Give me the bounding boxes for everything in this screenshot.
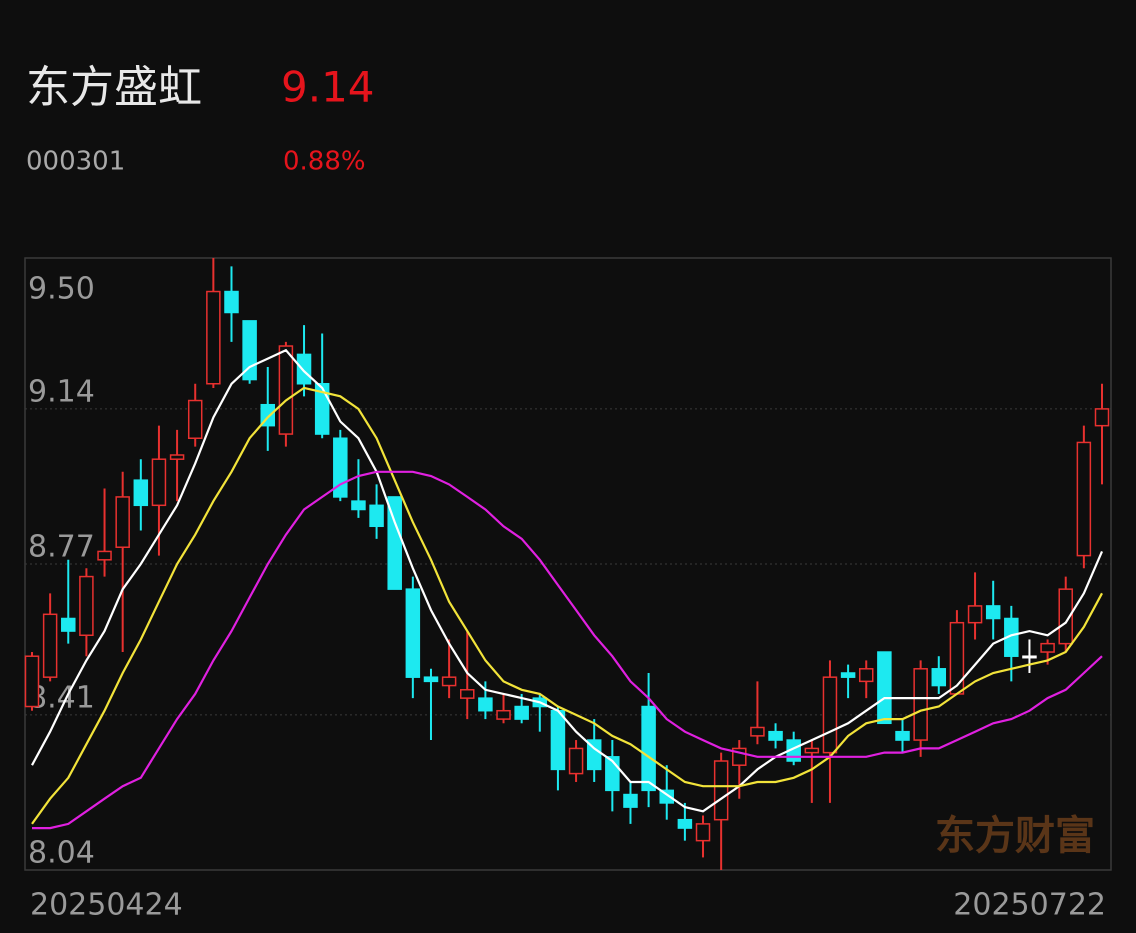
candle-body <box>858 668 874 683</box>
y-tick-label: 8.77 <box>28 530 95 565</box>
moving-average-line <box>31 348 1104 813</box>
candle-body <box>1076 441 1092 557</box>
candle-body <box>641 705 656 792</box>
stock-price: 9.14 <box>281 63 375 112</box>
candle-body <box>1022 655 1037 659</box>
candle-body <box>79 575 94 637</box>
candle-body <box>405 588 421 678</box>
candle-body <box>1040 642 1055 653</box>
candle-body <box>423 676 439 683</box>
candle-body <box>496 709 511 720</box>
y-tick-label: 9.50 <box>28 272 95 307</box>
candle-body <box>314 383 330 435</box>
candle-body <box>550 709 566 771</box>
y-tick-label: 8.04 <box>28 836 95 871</box>
candle-body <box>985 605 1001 620</box>
moving-average-line <box>32 470 1103 830</box>
candle-body <box>913 668 928 741</box>
stock-code: 000301 <box>26 147 125 177</box>
candle-body <box>586 739 602 771</box>
candle-body <box>97 550 112 561</box>
candle-body <box>478 697 493 712</box>
candle-body <box>169 454 185 460</box>
candle-body <box>206 290 221 385</box>
moving-average-line <box>31 386 1103 825</box>
candle-body <box>42 613 58 678</box>
candle-body <box>61 617 76 632</box>
x-tick-label: 20250424 <box>30 888 183 923</box>
price-change: 0.88% <box>283 147 366 177</box>
candle-body <box>967 605 983 624</box>
candle-body <box>840 672 856 678</box>
candle-body <box>1094 408 1110 427</box>
candle-body <box>568 747 584 775</box>
candle-body <box>750 726 765 737</box>
candle-body <box>296 353 312 385</box>
candle-body <box>387 496 402 590</box>
candle-body <box>895 730 910 741</box>
watermark: 东方财富 <box>935 813 1095 859</box>
candle-body <box>369 504 384 528</box>
candle-body <box>151 458 167 507</box>
candle-body <box>677 818 693 829</box>
candle-body <box>514 705 529 720</box>
candle-body <box>278 345 294 435</box>
candle-body <box>351 500 366 511</box>
candle-body <box>623 793 638 808</box>
candle-body <box>768 730 783 741</box>
candle-body <box>822 676 838 754</box>
candle-body <box>713 760 729 821</box>
stock-name: 东方盛虹 <box>26 62 202 113</box>
candle-body <box>949 621 965 695</box>
candle-body <box>877 651 892 725</box>
y-tick-label: 9.14 <box>28 374 95 409</box>
x-tick-label: 20250722 <box>953 888 1106 923</box>
candle-body <box>133 479 149 507</box>
candle-body <box>1058 588 1073 645</box>
candle-body <box>115 496 130 548</box>
candle-body <box>187 399 203 439</box>
candle-body <box>24 655 40 708</box>
candle-body <box>695 823 711 842</box>
candle-body <box>441 676 457 687</box>
candle-body <box>931 668 947 687</box>
candle-body <box>804 747 820 754</box>
candle-body <box>224 290 239 314</box>
candle-body <box>460 689 475 699</box>
